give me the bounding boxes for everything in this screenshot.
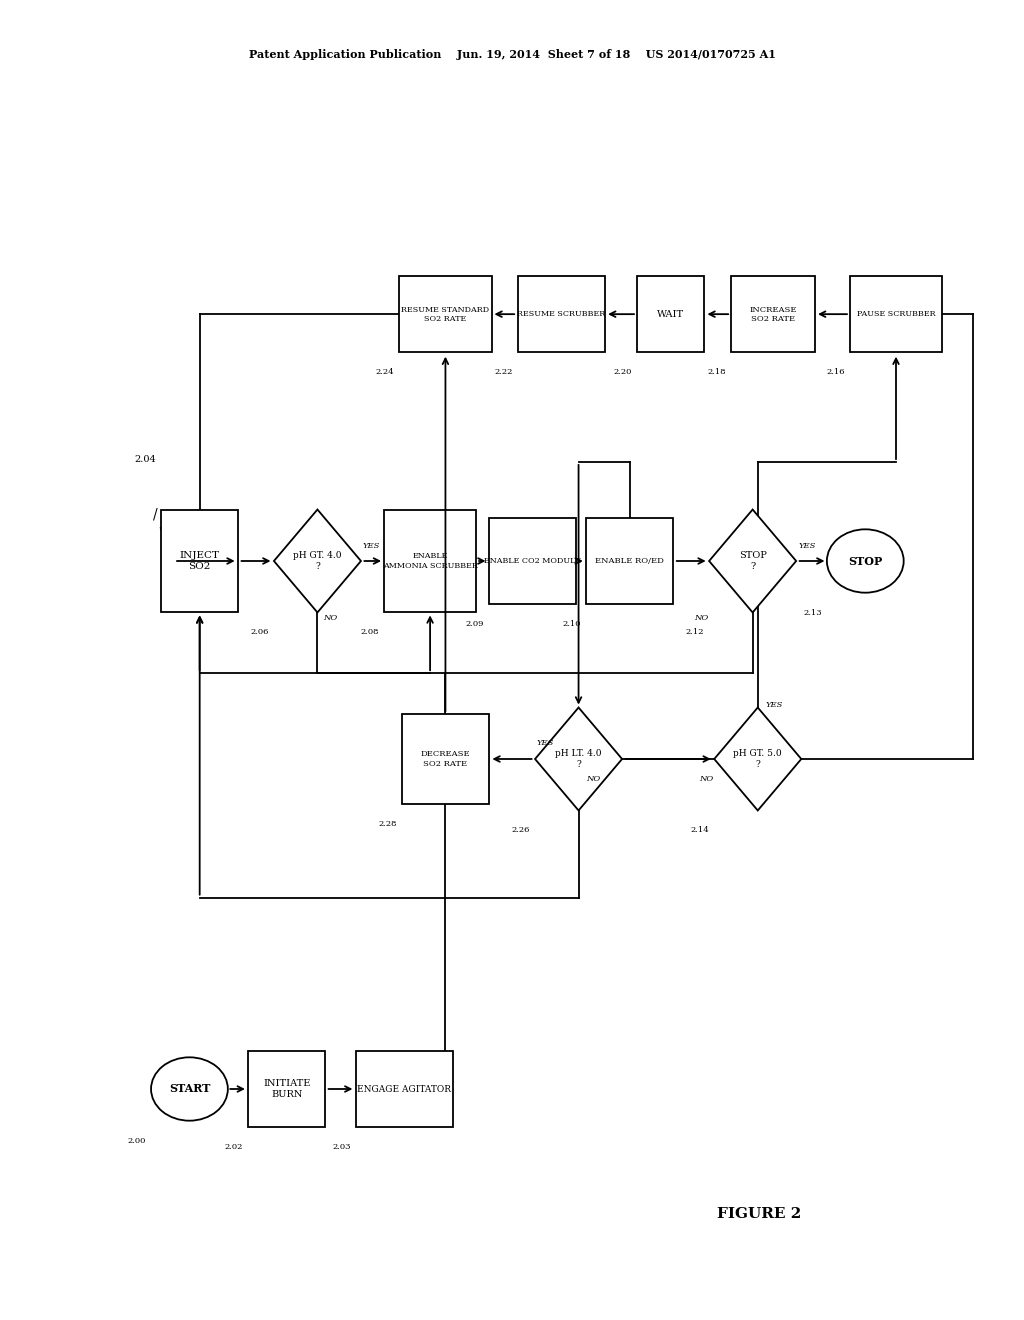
Bar [356,1051,453,1127]
Polygon shape [274,510,360,612]
Bar [401,714,489,804]
Text: 2.00: 2.00 [128,1137,145,1144]
Text: DECREASE
SO2 RATE: DECREASE SO2 RATE [421,750,470,768]
Ellipse shape [152,1057,227,1121]
Text: 2.08: 2.08 [360,628,379,636]
Text: YES: YES [537,739,554,747]
Text: 2.10: 2.10 [562,620,582,628]
Text: 2.28: 2.28 [378,820,397,828]
Text: 2.18: 2.18 [708,368,726,376]
Text: STOP
?: STOP ? [738,552,767,570]
Text: START: START [169,1084,210,1094]
Bar [586,519,674,605]
Text: 2.22: 2.22 [495,368,513,376]
Text: RESUME SCRUBBER: RESUME SCRUBBER [517,310,605,318]
Text: INJECT
SO2: INJECT SO2 [179,552,220,570]
Text: INITIATE
BURN: INITIATE BURN [263,1080,310,1098]
Polygon shape [535,708,622,810]
Text: ENABLE
AMMONIA SCRUBBER: ENABLE AMMONIA SCRUBBER [383,552,477,570]
Bar [162,510,238,612]
Text: Patent Application Publication    Jun. 19, 2014  Sheet 7 of 18    US 2014/017072: Patent Application Publication Jun. 19, … [249,49,775,59]
Text: STOP: STOP [848,556,883,566]
Text: 2.06: 2.06 [251,628,268,636]
Text: 2.03: 2.03 [332,1143,350,1151]
Ellipse shape [827,529,903,593]
Text: 2.16: 2.16 [826,368,845,376]
Text: ENABLE RO/ED: ENABLE RO/ED [595,557,665,565]
Text: 2.14: 2.14 [690,826,709,834]
Text: 2.04: 2.04 [134,455,156,465]
Text: FIGURE 2: FIGURE 2 [717,1208,801,1221]
Text: WAIT: WAIT [657,310,684,318]
Text: ENABLE CO2 MODULE: ENABLE CO2 MODULE [484,557,581,565]
Text: pH GT. 5.0
?: pH GT. 5.0 ? [733,750,782,768]
Bar [637,276,705,352]
Polygon shape [709,510,797,612]
Text: RESUME STANDARD
SO2 RATE: RESUME STANDARD SO2 RATE [401,305,489,323]
Polygon shape [715,708,801,810]
Bar [399,276,492,352]
Bar [731,276,815,352]
Text: YES: YES [799,543,816,550]
Text: /: / [154,508,158,521]
Bar [489,519,575,605]
Text: 2.09: 2.09 [465,620,484,628]
Text: PAUSE SCRUBBER: PAUSE SCRUBBER [857,310,935,318]
Text: 2.12: 2.12 [685,628,705,636]
Text: NO: NO [694,614,709,622]
Bar [384,510,476,612]
Bar [850,276,942,352]
Text: 2.13: 2.13 [803,609,821,616]
Text: pH LT. 4.0
?: pH LT. 4.0 ? [555,750,602,768]
Text: 2.02: 2.02 [225,1143,244,1151]
Text: YES: YES [766,701,783,709]
Text: YES: YES [362,543,380,550]
Text: 2.24: 2.24 [376,368,394,376]
Bar [518,276,604,352]
Text: 2.26: 2.26 [512,826,530,834]
Text: NO: NO [699,775,714,783]
Text: INCREASE
SO2 RATE: INCREASE SO2 RATE [750,305,797,323]
Text: 2.20: 2.20 [614,368,633,376]
Text: NO: NO [586,775,600,783]
Bar [249,1051,326,1127]
Text: ENGAGE AGITATOR: ENGAGE AGITATOR [357,1085,452,1093]
Text: NO: NO [324,614,338,622]
Text: pH GT. 4.0
?: pH GT. 4.0 ? [293,552,342,570]
